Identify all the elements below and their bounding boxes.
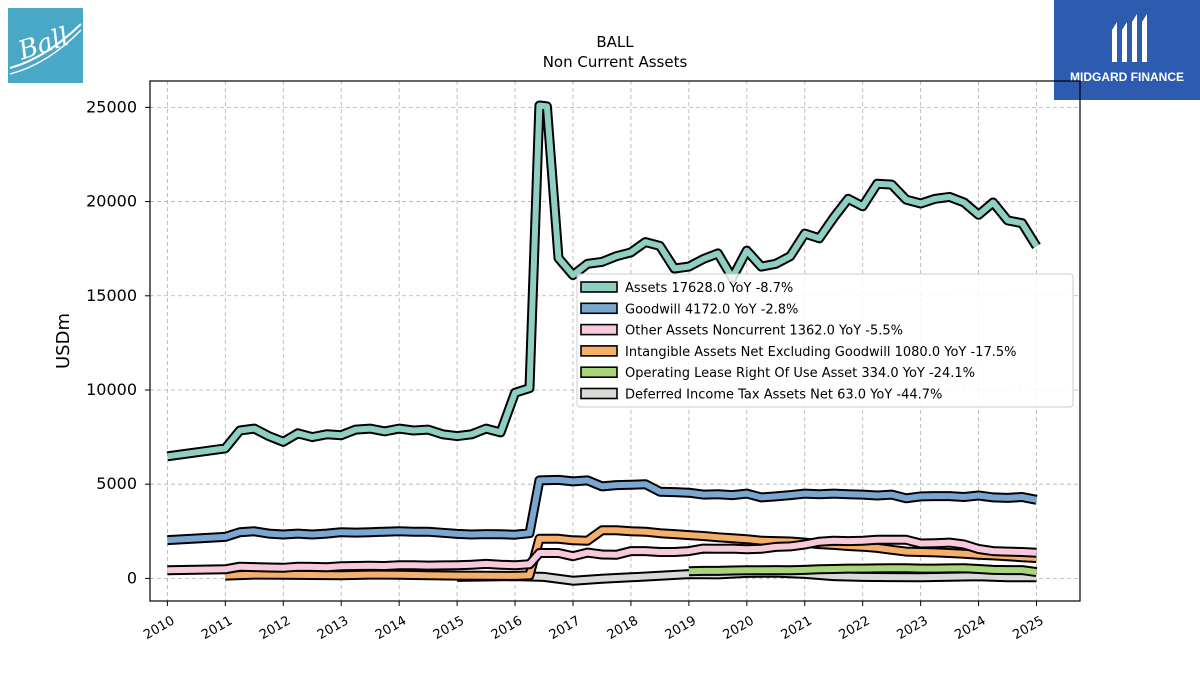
x-tick-label: 2019: [663, 613, 699, 643]
series-line: [167, 536, 1037, 574]
y-axis-label: USDm: [53, 313, 74, 369]
midgard-logo-text: MIDGARD FINANCE: [1070, 70, 1184, 84]
y-tick-label: 15000: [86, 286, 137, 305]
legend: Assets 17628.0 YoY -8.7% Goodwill 4172.0 …: [576, 273, 1074, 408]
series-1: [167, 474, 1038, 546]
chart-title: BALL: [596, 33, 634, 51]
legend-box: [576, 273, 1074, 408]
x-tick-label: 2013: [315, 613, 351, 643]
series-3: [225, 525, 1037, 581]
midgard-finance-logo: MIDGARD FINANCE: [1054, 0, 1200, 100]
x-tick-label: 2024: [952, 613, 988, 643]
legend-label: Goodwill 4172.0 YoY -2.8%: [625, 302, 798, 317]
x-tick-label: 2018: [605, 613, 641, 643]
legend-swatch: [580, 323, 618, 336]
series-line: [688, 565, 1037, 576]
series-line: [167, 476, 1038, 544]
legend-swatch: [580, 366, 618, 379]
y-tick-label: 20000: [86, 192, 137, 211]
legend-label: Operating Lease Right Of Use Asset 334.0…: [625, 366, 975, 381]
x-tick-label: 2025: [1010, 613, 1046, 643]
series-line: [225, 527, 1037, 579]
series-line: [166, 102, 1040, 460]
x-tick-label: 2011: [199, 613, 235, 643]
legend-swatch: [580, 345, 618, 357]
legend-label: Other Assets Noncurrent 1362.0 YoY -5.5%: [625, 324, 903, 339]
x-tick-label: 2020: [721, 613, 757, 643]
legend-label: Deferred Income Tax Assets Net 63.0 YoY …: [625, 388, 942, 403]
x-tick-label: 2015: [431, 613, 467, 643]
legend-swatch: [580, 387, 618, 400]
y-tick-label: 10000: [86, 380, 137, 399]
legend-label: Assets 17628.0 YoY -8.7%: [625, 281, 793, 296]
y-tick-label: 5000: [96, 474, 137, 493]
y-tick-label: 0: [127, 568, 137, 587]
series-4: [688, 563, 1038, 578]
series-group: [166, 100, 1041, 586]
series-2: [167, 534, 1037, 576]
x-tick-label: 2016: [489, 613, 525, 643]
chart-subtitle: Non Current Assets: [543, 53, 688, 71]
x-tick-label: 2023: [894, 613, 930, 643]
ball-logo: Ball: [8, 8, 83, 83]
legend-swatch: [580, 281, 618, 293]
y-tick-label: 25000: [86, 97, 137, 116]
x-tick-label: 2022: [837, 613, 873, 643]
legend-label: Intangible Assets Net Excluding Goodwill…: [625, 345, 1016, 360]
legend-swatch: [580, 302, 618, 315]
x-tick-label: 2017: [547, 613, 583, 643]
x-tick-label: 2010: [141, 613, 177, 643]
series-0: [166, 100, 1041, 462]
midgard-logo-mark-icon: [1112, 14, 1147, 62]
x-tick-label: 2014: [373, 613, 409, 643]
x-tick-label: 2021: [779, 613, 815, 643]
x-tick-label: 2012: [257, 613, 293, 643]
plot-frame: [149, 80, 1081, 602]
